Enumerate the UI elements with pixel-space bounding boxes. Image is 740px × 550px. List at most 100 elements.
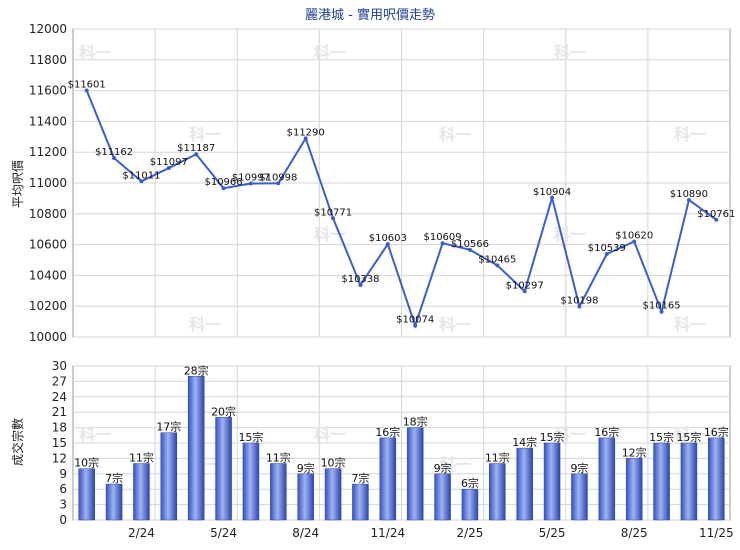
line-data-label: $10620 — [615, 231, 653, 242]
x-tick-label: 5/25 — [539, 526, 566, 540]
bar — [78, 468, 95, 521]
bar-data-label: 15宗 — [238, 430, 263, 444]
line-point — [166, 166, 171, 171]
line-data-label: $10609 — [423, 232, 461, 243]
line-data-label: $10297 — [506, 280, 544, 291]
line-y-tick-label: 10400 — [29, 268, 67, 282]
x-tick-label: 2/24 — [128, 526, 155, 540]
line-data-label: $10761 — [697, 209, 735, 220]
x-tick-label: 11/24 — [371, 526, 406, 540]
bar-data-label: 12宗 — [622, 445, 647, 459]
bar — [708, 437, 725, 521]
line-point — [358, 282, 363, 287]
line-point — [385, 242, 390, 247]
bar-data-label: 20宗 — [211, 404, 236, 418]
bar-data-label: 15宗 — [676, 430, 701, 444]
bar-y-tick-label: 27 — [52, 374, 67, 388]
line-point — [440, 241, 445, 246]
line-data-label: $10998 — [259, 172, 297, 183]
bar — [461, 488, 479, 521]
line-y-tick-label: 11800 — [29, 53, 67, 67]
line-y-tick-label: 11000 — [29, 176, 67, 190]
watermark: 科一 — [314, 425, 346, 444]
bar-data-label: 9宗 — [297, 461, 315, 475]
bar-y-tick-label: 30 — [52, 359, 67, 373]
line-y-tick-label: 10800 — [29, 207, 67, 221]
bar — [516, 447, 533, 521]
bar — [133, 463, 150, 521]
line-data-label: $10771 — [314, 207, 352, 218]
bar-data-label: 14宗 — [512, 435, 537, 449]
line-point — [84, 88, 89, 93]
bar — [680, 442, 698, 521]
watermark: 科一 — [554, 43, 586, 62]
bar-data-label: 7宗 — [351, 471, 369, 485]
line-data-label: $11290 — [287, 127, 325, 138]
bar-data-label: 11宗 — [485, 451, 510, 465]
bar-data-label: 9宗 — [570, 461, 588, 475]
bar-y-tick-label: 6 — [59, 482, 67, 496]
line-point — [686, 197, 691, 202]
bar-data-label: 9宗 — [434, 461, 452, 475]
line-point — [248, 181, 253, 186]
bar-data-label: 11宗 — [129, 451, 154, 465]
watermark: 科一 — [189, 315, 221, 334]
bar-y-tick-label: 21 — [52, 405, 67, 419]
line-point — [221, 186, 226, 191]
bar — [379, 437, 397, 521]
bar-data-label: 10宗 — [321, 456, 346, 470]
bar — [215, 417, 232, 521]
bar-y-axis-label: 成交宗數 — [10, 418, 25, 466]
bar — [352, 483, 369, 521]
line-data-label: $10966 — [204, 177, 242, 188]
line-point — [632, 239, 637, 244]
line-chart: 10000 10200 10400 10600 10800 11000 11200 11400… — [29, 22, 736, 344]
bar — [270, 463, 287, 521]
watermark: 科一 — [79, 425, 111, 444]
bar-y-tick-label: 15 — [52, 436, 67, 450]
line-y-axis-label: 平均呎價 — [11, 160, 25, 208]
line-point — [495, 263, 500, 268]
bar-y-tick-label: 24 — [52, 390, 67, 404]
bar-data-label: 16宗 — [704, 425, 729, 439]
bar — [160, 432, 178, 521]
bar — [187, 376, 205, 521]
line-data-label: $10165 — [642, 301, 680, 312]
bar-y-tick-label: 12 — [52, 451, 67, 465]
line-data-label: $10465 — [478, 254, 516, 265]
line-series — [85, 90, 717, 329]
bar — [653, 442, 670, 521]
line-point — [577, 304, 582, 309]
bar — [598, 437, 616, 521]
line-data-label: $10074 — [396, 315, 434, 326]
x-tick-label: 8/24 — [292, 526, 319, 540]
watermark: 科一 — [439, 125, 471, 144]
x-tick-label: 2/25 — [456, 526, 483, 540]
bar-data-label: 16宗 — [375, 425, 400, 439]
line-data-label: $10890 — [670, 189, 708, 200]
bar — [105, 483, 123, 521]
line-data-label: $10603 — [369, 233, 407, 244]
line-point — [139, 179, 144, 184]
watermark: 科一 — [314, 225, 346, 244]
bar-data-label: 15宗 — [649, 430, 674, 444]
bar-y-tick-label: 9 — [59, 467, 67, 481]
line-data-label: $11162 — [95, 147, 133, 158]
watermark: 科一 — [674, 315, 706, 334]
watermark: 科一 — [189, 125, 221, 144]
line-point — [276, 181, 281, 186]
bar-data-label: 11宗 — [266, 451, 291, 465]
bar-data-label: 10宗 — [74, 456, 99, 470]
bar-data-label: 28宗 — [184, 363, 209, 377]
watermark: 科一 — [439, 455, 471, 474]
line-point — [714, 217, 719, 222]
line-data-label: $10997 — [232, 172, 270, 183]
watermark: 科一 — [674, 125, 706, 144]
line-data-label: $10198 — [560, 296, 598, 307]
x-tick-label: 5/24 — [210, 526, 237, 540]
line-data-label: $11097 — [150, 157, 188, 168]
line-point — [604, 251, 609, 256]
bar — [543, 442, 561, 521]
bar — [625, 458, 643, 521]
